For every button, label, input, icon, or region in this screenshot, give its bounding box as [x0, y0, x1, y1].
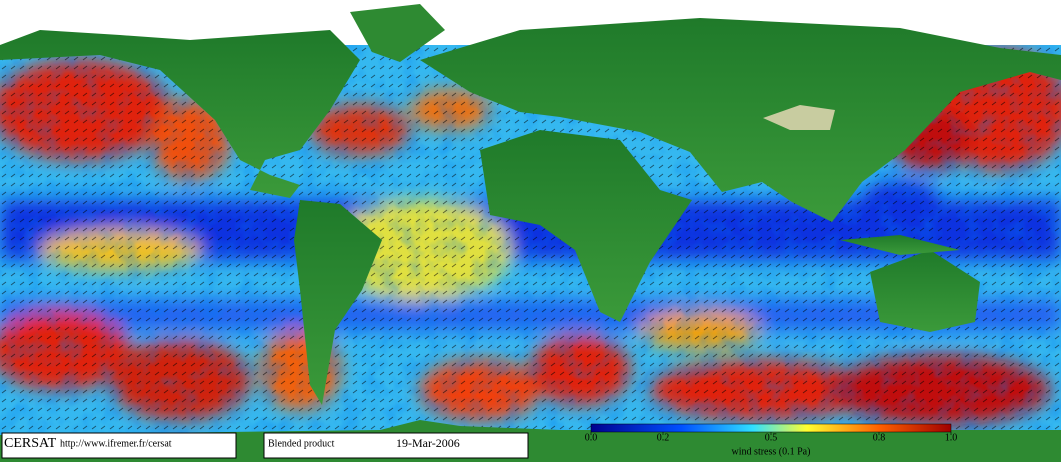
colorbar-label: wind stress (0.1 Pa): [732, 446, 811, 457]
tick-label: 1.0: [945, 432, 958, 443]
footer-box: [263, 432, 529, 459]
tick-label: 0.5: [765, 432, 778, 443]
url: http://www.ifremer.fr/cersat: [60, 438, 172, 449]
footer: CERSAT http://www.ifremer.fr/cersat Blen…: [1, 423, 952, 459]
footer-box: [1, 432, 237, 459]
tick-label: 0.8: [873, 432, 886, 443]
logo: CERSAT: [4, 436, 57, 451]
date: 19-Mar-2006: [396, 436, 460, 450]
product: Blended product: [268, 438, 335, 449]
tick-label: 0.2: [657, 432, 670, 443]
tick-label: 0.0: [585, 432, 598, 443]
colorbar: [590, 423, 952, 433]
